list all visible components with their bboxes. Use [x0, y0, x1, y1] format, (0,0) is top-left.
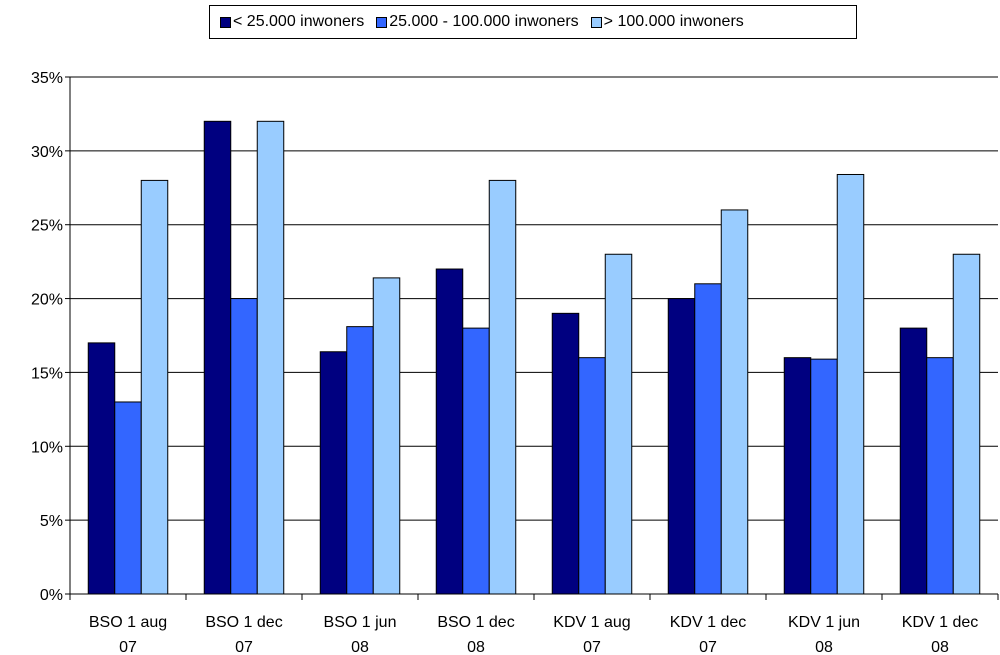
bar-1-0: [203, 120, 232, 595]
x-tick-label-4-0: KDV 1 aug: [553, 614, 630, 631]
x-tick-label-2-0: BSO 1 jun: [324, 614, 397, 631]
legend-swatch-small: [220, 16, 231, 28]
x-tick-label-6-1: 08: [815, 639, 833, 655]
y-tick-label-15: 15%: [31, 365, 63, 382]
x-tick-label-7-1: 08: [931, 639, 949, 655]
y-tick-label-0: 0%: [40, 587, 63, 604]
y-tick-label-25: 25%: [31, 218, 63, 235]
bar-5-1: [694, 283, 722, 595]
bar-3-0: [435, 268, 464, 595]
legend-item-small: < 25.000 inwoners: [220, 13, 364, 31]
legend: < 25.000 inwoners 25.000 - 100.000 inwon…: [209, 5, 857, 39]
bar-3-2: [488, 179, 517, 595]
legend-label-small: < 25.000 inwoners: [233, 13, 365, 30]
bar-7-1: [926, 357, 954, 595]
bar-6-0: [783, 357, 812, 595]
x-tick-label-0-1: 07: [119, 639, 137, 655]
legend-label-medium: 25.000 - 100.000 inwoners: [389, 13, 579, 30]
y-tick-label-20: 20%: [31, 292, 63, 309]
x-tick-label-7-0: KDV 1 dec: [902, 614, 978, 631]
bar-2-0: [319, 351, 348, 595]
y-tick-label-35: 35%: [31, 70, 63, 87]
bar-4-1: [578, 357, 606, 595]
bar-7-2: [952, 253, 981, 595]
legend-item-medium: 25.000 - 100.000 inwoners: [376, 13, 579, 31]
x-tick-label-4-1: 07: [583, 639, 601, 655]
y-tick-labels: 0% 5% 10% 15% 20% 25% 30% 35%: [31, 70, 63, 604]
x-tick-label-3-0: BSO 1 dec: [437, 614, 514, 631]
bar-2-2: [372, 277, 401, 595]
bar-4-0: [551, 312, 580, 595]
bar-1-1: [230, 298, 258, 595]
x-tick-label-1-0: BSO 1 dec: [205, 614, 282, 631]
x-tick-label-6-0: KDV 1 jun: [788, 614, 860, 631]
y-tick-label-30: 30%: [31, 144, 63, 161]
axes: [65, 76, 999, 600]
x-tick-label-3-1: 08: [467, 639, 485, 655]
legend-swatch-medium: [376, 16, 388, 28]
bar-6-1: [810, 358, 838, 595]
legend-label-large: > 100.000 inwoners: [603, 13, 744, 30]
x-tick-labels: BSO 1 aug 07 BSO 1 dec 07 BSO 1 jun 08 BSO 1 d…: [89, 614, 978, 655]
bar-3-1: [462, 327, 490, 595]
x-tick-label-1-1: 07: [235, 639, 253, 655]
x-tick-label-0-0: BSO 1 aug: [89, 614, 167, 631]
x-tick-label-5-0: KDV 1 dec: [670, 614, 746, 631]
bar-0-1: [114, 401, 142, 595]
x-tick-label-2-1: 08: [351, 639, 369, 655]
bar-0-2: [140, 179, 169, 595]
legend-item-large: > 100.000 inwoners: [590, 13, 744, 31]
x-tick-label-5-1: 07: [699, 639, 717, 655]
y-tick-label-10: 10%: [31, 439, 63, 456]
bar-2-1: [346, 326, 374, 595]
bar-0-0: [87, 342, 116, 595]
legend-swatch-large: [590, 16, 602, 28]
bar-5-2: [720, 209, 749, 595]
y-tick-label-5: 5%: [40, 513, 63, 530]
bar-5-0: [667, 298, 696, 595]
bar-7-0: [899, 327, 928, 595]
bar-6-2: [836, 173, 865, 595]
bar-4-2: [604, 253, 633, 595]
bar-1-2: [256, 120, 285, 595]
bars: [87, 120, 981, 595]
